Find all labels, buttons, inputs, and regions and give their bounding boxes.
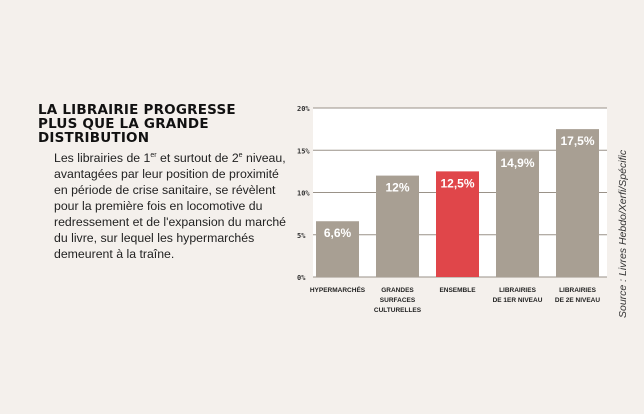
bar-value-label: 14,9%: [500, 156, 534, 170]
chart-description: Les librairies de 1er et surtout de 2e n…: [54, 148, 294, 262]
bar: [316, 221, 359, 277]
category-label: ENSEMBLE: [439, 287, 476, 294]
category-label: LIBRAIRIES: [559, 287, 597, 294]
bar-value-label: 6,6%: [324, 226, 352, 240]
bar: [556, 129, 599, 277]
y-tick-label: 20%: [297, 105, 310, 113]
bar: [496, 151, 539, 277]
category-label: LIBRAIRIES: [499, 287, 537, 294]
category-label: DE 1ER NIVEAU: [493, 297, 543, 304]
desc-text: Les librairies de 1: [54, 151, 151, 166]
desc-sup: e: [238, 152, 243, 159]
bar-value-label: 12%: [385, 181, 409, 195]
bar-value-label: 12,5%: [440, 176, 474, 190]
category-label: HYPERMARCHÉS: [310, 285, 366, 294]
category-label: SURFACES: [380, 297, 416, 304]
category-label: GRANDES: [381, 287, 414, 294]
bar: [436, 171, 479, 277]
desc-text: niveau, avantagées par leur position de …: [54, 151, 287, 262]
bar-value-label: 17,5%: [560, 134, 594, 148]
desc-text: et surtout de 2: [156, 151, 239, 166]
category-label: DE 2E NIVEAU: [555, 297, 600, 304]
y-tick-label: 10%: [297, 190, 310, 198]
y-tick-label: 5%: [297, 232, 306, 240]
bar: [376, 175, 419, 277]
category-label: CULTURELLES: [374, 307, 422, 314]
desc-sup: er: [150, 152, 157, 159]
source-note: Source : Livres Hebdo/Xerfi/Spécific: [617, 149, 629, 318]
y-tick-label: 15%: [297, 147, 310, 155]
chart-title: LA LIBRAIRIE PROGRESSE PLUS QUE LA GRAND…: [38, 102, 236, 146]
y-tick-label: 0%: [297, 274, 306, 282]
